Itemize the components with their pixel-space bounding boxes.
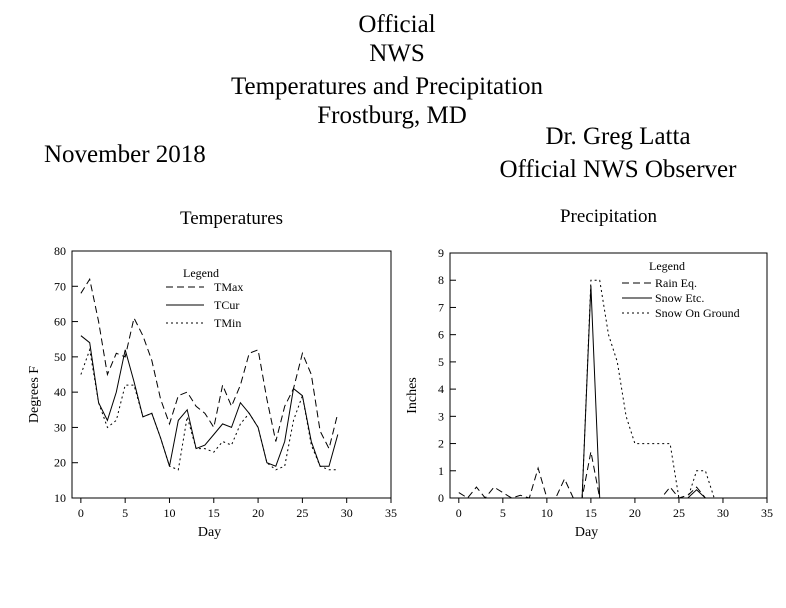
precip-chart-title: Precipitation [560,206,658,227]
observer-title: Official NWS Observer [499,156,737,183]
precip-legend-entry: Snow On Ground [655,306,740,320]
precip-plot-frame [449,252,768,499]
temp-y-tick-label: 50 [54,350,66,364]
precip-y-tick-label: 9 [438,246,444,260]
precip-x-tick-label: 25 [673,506,685,520]
temp-plot-frame [71,250,392,499]
month-label: November 2018 [44,141,206,168]
temp-x-tick-label: 10 [163,506,175,520]
temp-legend-entry: TMax [214,280,243,294]
temp-x-tick-label: 15 [208,506,220,520]
precip-y-tick-label: 4 [438,382,444,396]
precip-y-tick-label: 6 [438,328,444,342]
precip-y-tick-label: 2 [438,437,444,451]
temp-legend-title: Legend [183,266,219,280]
precip-legend-title: Legend [649,259,685,273]
temp-x-axis-label: Day [198,525,221,540]
precip-series-line-2 [458,285,715,499]
precip-y-tick-label: 5 [438,355,444,369]
temp-legend-entry: TMin [214,316,241,330]
temp-x-tick-label: 0 [78,506,84,520]
precip-y-tick-label: 3 [438,409,444,423]
temp-x-tick-label: 20 [252,506,264,520]
observer-name: Dr. Greg Latta [545,123,691,150]
temp-x-tick-label: 35 [385,506,397,520]
header-line-location: Frostburg, MD [317,102,467,129]
temperature-chart: Temperatures 0 5 10 15 20 25 30 35 10 20 30 40 50 60 70… [27,208,397,540]
precip-y-tick-label: 1 [438,464,444,478]
temp-y-tick-label: 40 [54,385,66,399]
precip-x-tick-label: 30 [717,506,729,520]
temp-y-tick-label: 60 [54,315,66,329]
precip-y-tick-label: 8 [438,273,444,287]
precip-x-tick-label: 10 [541,506,553,520]
precip-x-tick-label: 15 [585,506,597,520]
temp-series-line-2 [80,335,339,467]
temp-y-tick-label: 70 [54,279,66,293]
temp-y-axis-label: Degrees F [27,366,42,423]
precip-x-tick-label: 20 [629,506,641,520]
header-line-subject: Temperatures and Precipitation [230,73,544,100]
temp-y-tick-label: 80 [54,244,66,258]
temp-y-tick-label: 10 [54,491,66,505]
precip-legend-entry: Snow Etc. [655,291,704,305]
precip-x-tick-label: 5 [500,506,506,520]
precip-y-axis-label: Inches [405,377,420,414]
temp-x-tick-label: 25 [296,506,308,520]
precip-x-tick-label: 35 [761,506,773,520]
temp-y-tick-label: 20 [54,456,66,470]
precip-x-axis-label: Day [575,525,598,540]
temp-chart-title: Temperatures [180,208,283,229]
temp-y-tick-label: 30 [54,420,66,434]
precip-series-line-1 [458,451,715,499]
precip-legend-entry: Rain Eq. [655,276,697,290]
temp-series-line-3 [80,347,338,471]
temp-x-tick-label: 30 [341,506,353,520]
precipitation-chart: Precipitation 0 5 10 15 20 25 30 35 0 1 2 3 4 5 6 7 8 9 Day… [405,206,773,540]
temp-series-line-1 [80,277,339,451]
header-line-nws: NWS [369,40,425,67]
header-line-official: Official [358,11,436,38]
precip-y-tick-label: 7 [438,300,444,314]
precip-y-tick-label: 0 [438,491,444,505]
precip-x-tick-label: 0 [456,506,462,520]
temp-legend-entry: TCur [214,298,239,312]
temp-x-tick-label: 5 [122,506,128,520]
